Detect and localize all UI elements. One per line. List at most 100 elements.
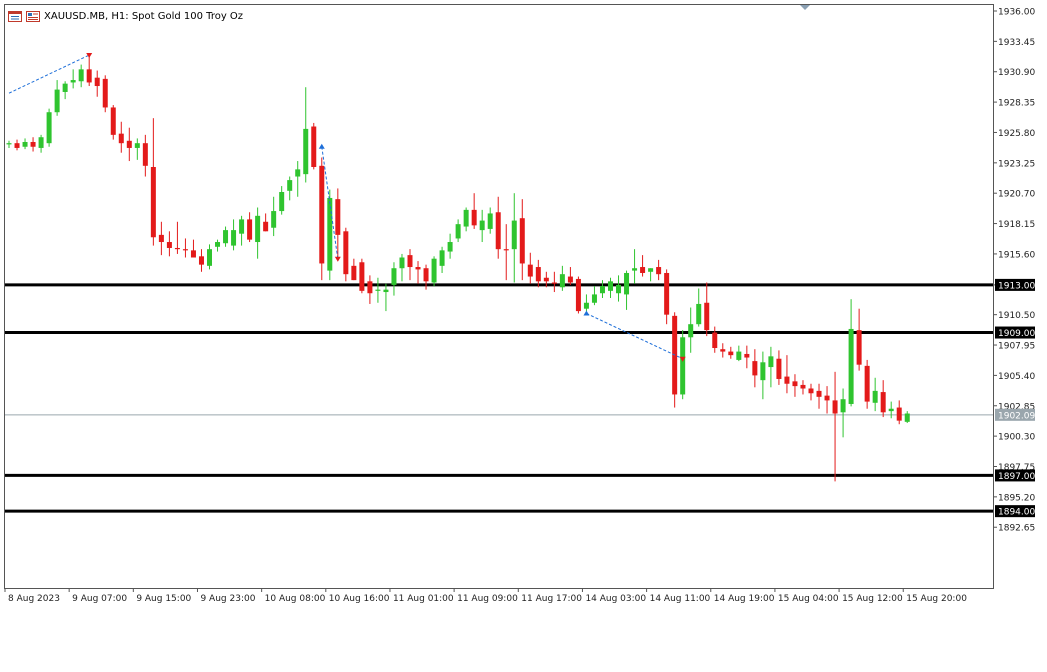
candle-body — [519, 218, 525, 264]
candle-body — [231, 230, 237, 246]
candle — [744, 345, 750, 369]
candle — [848, 299, 854, 407]
candle — [431, 256, 437, 287]
candle-body — [535, 267, 541, 282]
candle — [327, 189, 333, 281]
candle — [223, 226, 229, 247]
candle-body — [391, 268, 397, 285]
candle-body — [816, 390, 822, 397]
y-tick-label: 1918.15 — [998, 220, 1035, 230]
level-tag — [995, 505, 1035, 518]
candle-body — [279, 192, 285, 212]
level-label: 1909.00 — [998, 329, 1035, 339]
candle-body — [575, 278, 581, 312]
candle-body — [503, 249, 509, 251]
y-tick-label: 1910.50 — [998, 311, 1035, 321]
scroll-marker-icon[interactable] — [800, 5, 810, 10]
candle-body — [704, 302, 710, 331]
candle-body — [46, 112, 52, 144]
candle-body — [543, 277, 549, 282]
candle-body — [608, 281, 613, 291]
x-tick-label: 10 Aug 16:00 — [329, 594, 390, 604]
candle — [624, 270, 630, 310]
candle-body — [70, 80, 76, 83]
candle-body — [86, 69, 92, 83]
x-tick-label: 9 Aug 15:00 — [136, 594, 191, 604]
candle-body — [591, 294, 597, 303]
candle — [599, 280, 605, 298]
candle — [567, 267, 573, 285]
candle-body — [744, 353, 750, 358]
candle — [720, 343, 726, 358]
y-tick-label: 1923.25 — [998, 159, 1035, 169]
candle — [551, 271, 557, 293]
y-tick-label: 1920.70 — [998, 190, 1035, 200]
candle-body — [150, 167, 156, 238]
candle-body — [479, 220, 485, 231]
candle — [856, 308, 862, 371]
candle — [231, 219, 237, 251]
candle-body — [583, 302, 589, 309]
candle-body — [752, 361, 758, 376]
candle-body — [174, 247, 180, 250]
candle — [503, 224, 509, 281]
x-tick-label: 11 Aug 17:00 — [521, 594, 582, 604]
candle-body — [351, 265, 357, 281]
candle-body — [375, 289, 381, 291]
candle-body — [447, 242, 453, 252]
candle — [182, 238, 188, 258]
candle-body — [736, 351, 742, 360]
candle-body — [423, 268, 429, 282]
candle-body — [840, 399, 846, 413]
candle-body — [463, 209, 469, 227]
candle — [110, 105, 116, 140]
candle — [118, 121, 124, 153]
candle-body — [616, 284, 622, 294]
y-tick-label: 1930.90 — [998, 68, 1035, 78]
candle — [776, 350, 782, 385]
candle — [808, 383, 814, 401]
candle-body — [832, 400, 838, 414]
candle — [46, 108, 52, 147]
trade-line — [586, 313, 683, 360]
candle — [383, 283, 389, 312]
time-axis[interactable]: 8 Aug 2023 9 Aug 07:00 9 Aug 15:00 9 Aug 23… — [4, 588, 967, 604]
sell-arrow-icon — [679, 356, 686, 362]
candle — [575, 276, 581, 314]
candle — [198, 249, 204, 272]
candle-body — [888, 408, 894, 412]
candle — [70, 69, 76, 89]
trade-line — [321, 146, 339, 259]
flag-icon[interactable] — [26, 10, 40, 22]
candle — [543, 271, 549, 288]
candle-body — [471, 209, 477, 226]
candle-body — [808, 388, 814, 394]
candle — [62, 81, 68, 100]
candle — [736, 345, 742, 362]
candle — [94, 70, 100, 97]
price-axis[interactable]: 1936.00 1933.45 1930.90 1928.35 1925.80 1923.… — [993, 8, 1035, 534]
window-icon[interactable] — [8, 10, 22, 22]
level-label: 1913.00 — [998, 281, 1035, 291]
candle-body — [142, 143, 148, 166]
candle — [816, 383, 822, 409]
candle-body — [158, 234, 164, 243]
candle-body — [632, 268, 638, 271]
candle-body — [223, 230, 229, 244]
x-tick-label: 14 Aug 11:00 — [650, 594, 711, 604]
candle — [6, 140, 12, 148]
candle — [126, 127, 132, 162]
candle — [832, 371, 838, 482]
candle-body — [784, 376, 790, 384]
candle-body — [287, 180, 293, 191]
candle — [22, 138, 28, 150]
x-tick-label: 9 Aug 23:00 — [200, 594, 255, 604]
current-price-label: 1902.09 — [998, 411, 1035, 421]
candle-body — [182, 249, 188, 251]
candle — [271, 196, 277, 237]
candle — [760, 351, 766, 400]
candle-body — [487, 213, 493, 229]
candle-body — [527, 264, 533, 277]
candle — [712, 326, 718, 353]
